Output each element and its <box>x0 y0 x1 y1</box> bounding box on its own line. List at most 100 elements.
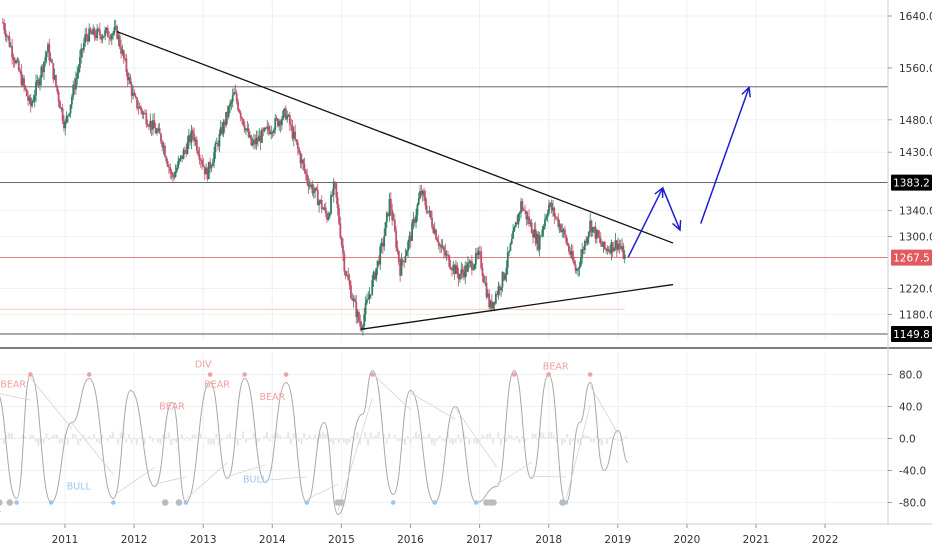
histogram-bar <box>346 439 348 445</box>
histogram-bar <box>8 433 10 439</box>
candle-body <box>240 112 242 117</box>
histogram-bar <box>378 432 380 439</box>
histogram-bar <box>210 439 212 445</box>
histogram-bar <box>128 434 130 438</box>
histogram-bar <box>96 439 98 443</box>
histogram-bar <box>489 433 491 439</box>
candle-body <box>64 122 66 128</box>
candle-body <box>129 77 131 84</box>
histogram-bar <box>303 433 305 439</box>
bear-label: BEAR <box>204 379 230 390</box>
price-label: 1383.2 <box>893 178 930 190</box>
histogram-bar <box>165 437 167 439</box>
histogram-bar <box>364 432 366 438</box>
histogram-bar <box>125 439 127 443</box>
candle-body <box>177 161 179 168</box>
candle-body <box>347 275 349 280</box>
candle-body <box>579 266 581 268</box>
histogram-bar <box>311 439 313 440</box>
candle-body <box>44 57 46 62</box>
candle-body <box>577 269 579 270</box>
histogram-bar <box>484 437 486 439</box>
candle-body <box>624 255 626 259</box>
histogram-bar <box>431 439 433 445</box>
candle-body <box>313 192 315 194</box>
candle-body <box>613 248 615 251</box>
candle-body <box>391 210 393 220</box>
bull-dot <box>474 500 479 505</box>
candle-body <box>219 134 221 146</box>
histogram-bar <box>388 433 390 439</box>
candle-body <box>66 116 68 122</box>
histogram-bar <box>14 438 16 439</box>
oscillator-line <box>0 371 628 515</box>
candle-body <box>172 174 174 177</box>
histogram-bar <box>51 436 53 438</box>
candle-body <box>159 128 161 133</box>
candle-body <box>443 247 445 251</box>
x-tick-label: 2015 <box>328 534 355 546</box>
candle-body <box>25 86 27 89</box>
candle-body <box>242 119 244 125</box>
candle-body <box>341 238 343 245</box>
histogram-bar <box>133 437 135 439</box>
histogram-bar <box>569 439 571 446</box>
histogram-bar <box>35 439 37 442</box>
histogram-bar <box>545 437 547 439</box>
candle-body <box>504 275 506 280</box>
candle-body <box>415 215 417 222</box>
histogram-bar <box>107 439 109 441</box>
bear-label: BEAR <box>543 362 569 373</box>
candle-body <box>173 177 175 178</box>
x-tick-label: 2012 <box>121 534 148 546</box>
candle-body <box>107 28 109 37</box>
histogram-bar <box>460 439 462 443</box>
histogram-bar <box>176 439 178 443</box>
candle-body <box>544 219 546 226</box>
histogram-bar <box>192 435 194 439</box>
osc-tick-label: -40.0 <box>899 466 926 478</box>
candle-body <box>229 104 231 107</box>
histogram-bar <box>69 439 71 440</box>
histogram-bar <box>61 439 63 444</box>
histogram-bar <box>117 439 119 445</box>
bull-label: BULL <box>67 482 92 493</box>
histogram-bar <box>356 432 358 438</box>
histogram-bar <box>497 432 499 438</box>
histogram-bar <box>136 439 138 446</box>
x-tick-label: 2021 <box>743 534 770 546</box>
histogram-bar <box>226 435 228 438</box>
candle-body <box>103 36 105 37</box>
candle-body <box>228 107 230 117</box>
candle-body <box>350 285 352 298</box>
candle-body <box>316 188 318 190</box>
osc-tick-label: 80.0 <box>899 370 922 382</box>
candle-body <box>512 231 514 239</box>
bear-dot <box>28 372 33 377</box>
histogram-bar <box>399 439 401 441</box>
oscillator-panel: BEARBEARDIVBEARBEARBEARBULLBULLBULL <box>0 359 628 515</box>
candle-body <box>365 303 367 314</box>
candle-body <box>274 118 276 130</box>
histogram-bar <box>500 439 502 445</box>
gray-dot <box>6 499 13 506</box>
candle-body <box>564 230 566 236</box>
signal-line <box>186 463 227 500</box>
candle-body <box>370 294 372 295</box>
candle-body <box>514 227 516 231</box>
candle-body <box>572 251 574 261</box>
projection-arrows <box>628 87 750 257</box>
histogram-bar <box>59 439 61 444</box>
x-tick-label: 2019 <box>604 534 631 546</box>
histogram-bar <box>245 439 247 443</box>
candle-body <box>334 182 336 184</box>
candle-body <box>394 220 396 231</box>
histogram-bar <box>277 433 279 439</box>
candle-body <box>241 117 243 119</box>
histogram-bar <box>433 439 435 446</box>
histogram-bar <box>588 436 590 438</box>
candle-body <box>568 245 570 251</box>
candle-body <box>567 243 569 246</box>
candle-body <box>600 238 602 243</box>
